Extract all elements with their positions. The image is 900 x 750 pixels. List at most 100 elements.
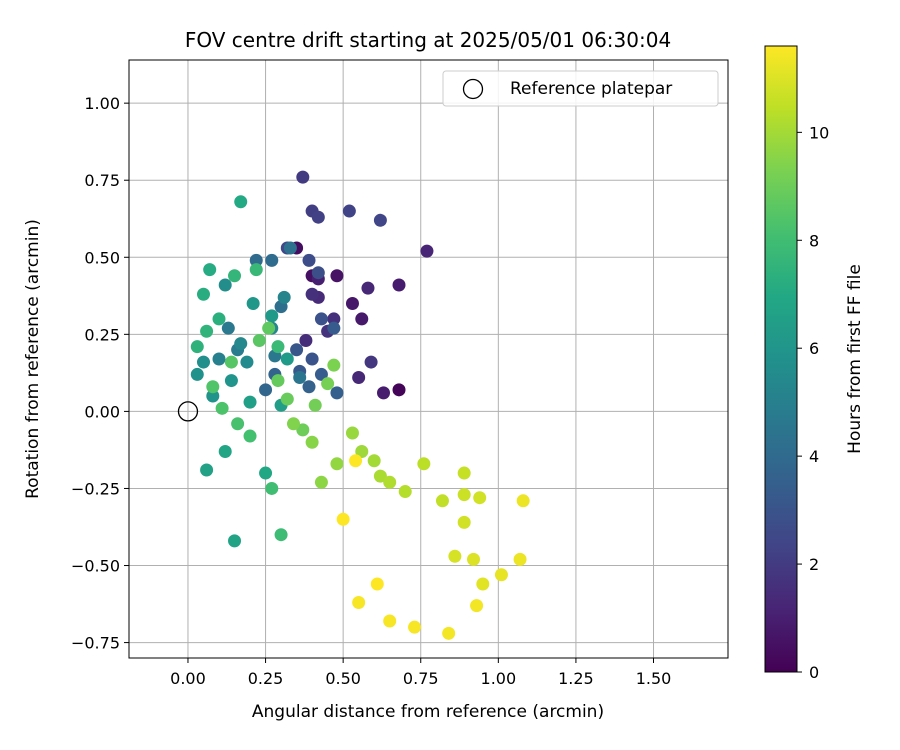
- data-point: [221, 321, 235, 335]
- data-point: [302, 380, 316, 394]
- y-axis-label: Rotation from reference (arcmin): [23, 219, 43, 499]
- data-point: [218, 278, 232, 292]
- data-point: [345, 297, 359, 311]
- data-point: [286, 417, 300, 431]
- data-point: [302, 253, 316, 267]
- colorbar-tick-label: 10: [809, 123, 829, 142]
- data-point: [392, 383, 406, 397]
- y-tick-label: 0.50: [84, 248, 120, 267]
- data-point: [327, 358, 341, 372]
- data-point: [206, 380, 220, 394]
- x-tick-label: 0.25: [248, 669, 284, 688]
- data-point: [376, 386, 390, 400]
- x-tick-label: 1.00: [481, 669, 517, 688]
- data-point: [311, 266, 325, 280]
- x-tick-label: 0.00: [170, 669, 206, 688]
- data-point: [215, 401, 229, 415]
- data-point: [196, 287, 210, 301]
- data-point: [265, 481, 279, 495]
- data-point: [342, 204, 356, 218]
- legend-label-reference: Reference platepar: [510, 79, 672, 99]
- data-point: [364, 355, 378, 369]
- data-point: [259, 383, 273, 397]
- data-point: [249, 263, 263, 277]
- data-point: [361, 281, 375, 295]
- data-point: [383, 475, 397, 489]
- data-point: [373, 469, 387, 483]
- y-tick-label: −0.25: [71, 479, 120, 498]
- data-point: [224, 374, 238, 388]
- data-point: [240, 355, 254, 369]
- data-point: [252, 334, 266, 348]
- data-point: [259, 466, 273, 480]
- data-point: [470, 599, 484, 613]
- colorbar-tick-label: 4: [809, 447, 819, 466]
- data-point: [246, 297, 260, 311]
- data-point: [203, 263, 217, 277]
- y-tick-label: 0.25: [84, 325, 120, 344]
- data-point: [190, 340, 204, 354]
- x-tick-label: 0.50: [325, 669, 361, 688]
- y-tick-label: 1.00: [84, 94, 120, 113]
- data-point: [448, 549, 462, 563]
- data-point: [296, 170, 310, 184]
- data-point: [305, 435, 319, 449]
- data-point: [355, 312, 369, 326]
- data-point: [367, 454, 381, 468]
- data-point: [200, 324, 214, 338]
- data-point: [355, 444, 369, 458]
- data-point: [330, 269, 344, 283]
- data-point: [373, 213, 387, 227]
- y-tick-label: −0.50: [71, 557, 120, 576]
- data-point: [345, 426, 359, 440]
- data-point: [442, 626, 456, 640]
- data-point: [352, 596, 366, 610]
- data-point: [457, 515, 471, 529]
- data-point: [228, 534, 242, 548]
- data-point: [228, 269, 242, 283]
- data-point: [311, 210, 325, 224]
- data-point: [457, 488, 471, 502]
- data-point: [494, 568, 508, 582]
- colorbar-tick-label: 0: [809, 663, 819, 682]
- data-point: [212, 352, 226, 366]
- chart-title: FOV centre drift starting at 2025/05/01 …: [185, 28, 671, 52]
- colorbar: 0 2 4 6 8 10 Hours from first FF file: [764, 45, 865, 682]
- data-point: [218, 444, 232, 458]
- data-point: [190, 367, 204, 381]
- data-point: [265, 253, 279, 267]
- data-point: [280, 352, 294, 366]
- data-point: [392, 278, 406, 292]
- data-point: [473, 491, 487, 505]
- data-point: [352, 370, 366, 384]
- data-point: [277, 290, 291, 304]
- data-point: [243, 429, 257, 443]
- colorbar-tick-label: 2: [809, 555, 819, 574]
- data-point: [435, 494, 449, 508]
- data-point: [417, 457, 431, 471]
- x-axis-ticks: 0.00 0.25 0.50 0.75 1.00 1.25 1.50: [170, 658, 671, 688]
- data-point: [234, 195, 248, 209]
- data-points: [177, 170, 530, 640]
- data-point: [457, 466, 471, 480]
- data-point: [327, 312, 341, 326]
- legend-box: [442, 70, 719, 107]
- y-tick-label: −0.75: [71, 634, 120, 653]
- data-point: [420, 244, 434, 258]
- x-axis-label: Angular distance from reference (arcmin): [252, 702, 604, 722]
- data-point: [196, 355, 210, 369]
- data-point: [516, 494, 530, 508]
- colorbar-tick-label: 8: [809, 231, 819, 250]
- legend-marker-reference: [462, 78, 484, 100]
- data-point: [513, 552, 527, 566]
- data-point: [349, 454, 363, 468]
- data-point: [336, 512, 350, 526]
- y-axis-ticks: −0.75 −0.50 −0.25 0.00 0.25 0.50 0.75 1.00: [71, 94, 129, 653]
- data-point: [234, 337, 248, 351]
- data-point: [314, 367, 328, 381]
- colorbar-label: Hours from first FF file: [845, 264, 865, 454]
- data-point: [398, 485, 412, 499]
- data-point: [262, 321, 276, 335]
- x-tick-label: 1.25: [558, 669, 594, 688]
